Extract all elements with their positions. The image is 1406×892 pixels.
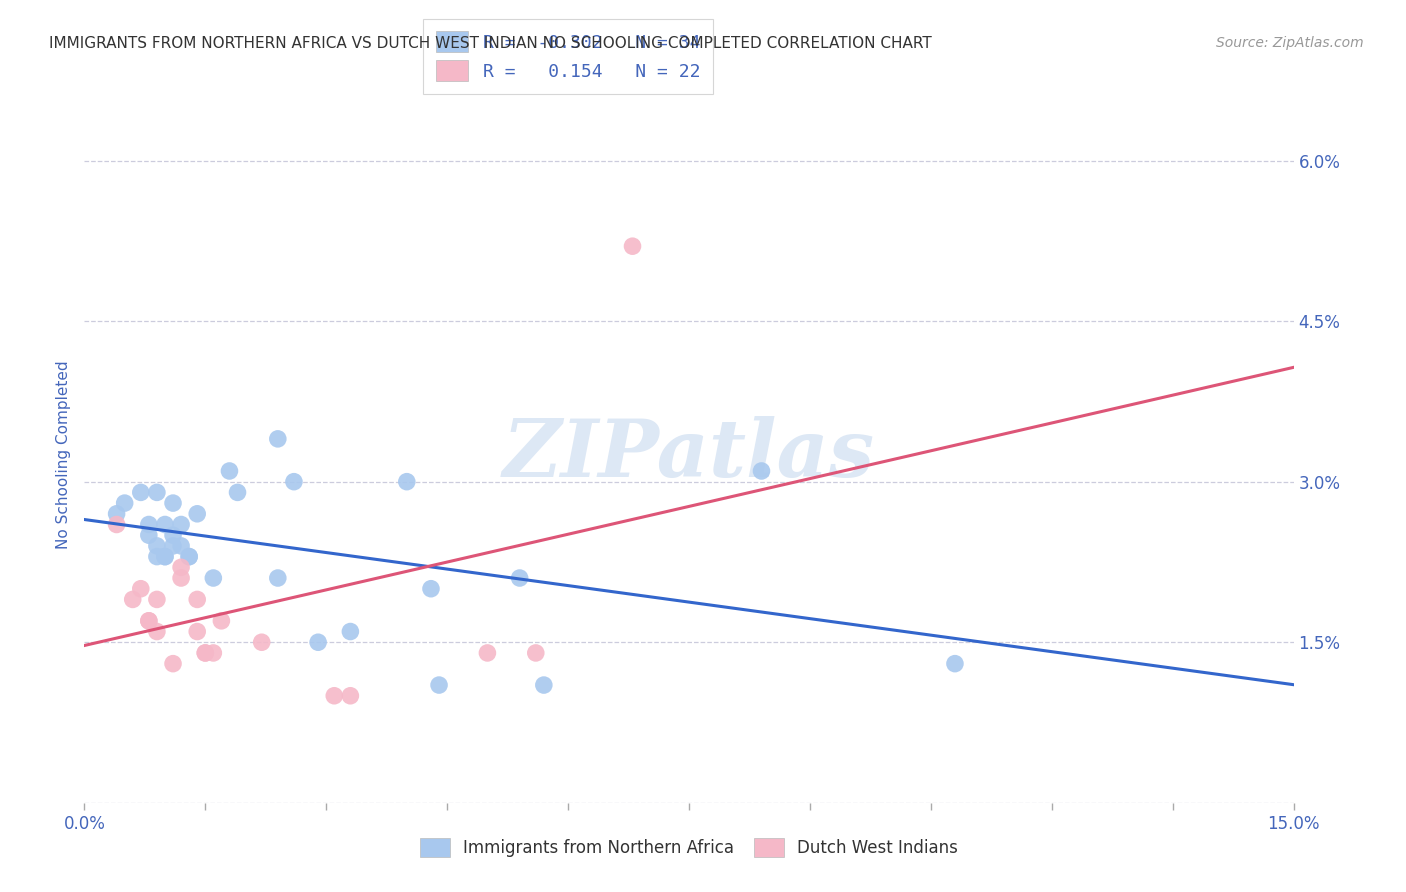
Text: Source: ZipAtlas.com: Source: ZipAtlas.com	[1216, 36, 1364, 50]
Point	[283, 475, 305, 489]
Point	[153, 549, 176, 564]
Point	[339, 689, 361, 703]
Point	[427, 678, 450, 692]
Point	[250, 635, 273, 649]
Point	[186, 624, 208, 639]
Point	[146, 549, 169, 564]
Point	[202, 571, 225, 585]
Point	[146, 592, 169, 607]
Point	[146, 485, 169, 500]
Point	[138, 614, 160, 628]
Point	[138, 528, 160, 542]
Point	[218, 464, 240, 478]
Point	[186, 507, 208, 521]
Point	[307, 635, 329, 649]
Point	[129, 485, 152, 500]
Point	[121, 592, 143, 607]
Point	[138, 614, 160, 628]
Point	[129, 582, 152, 596]
Point	[943, 657, 966, 671]
Point	[267, 432, 290, 446]
Point	[179, 549, 201, 564]
Point	[162, 496, 184, 510]
Point	[339, 624, 361, 639]
Point	[162, 528, 184, 542]
Text: IMMIGRANTS FROM NORTHERN AFRICA VS DUTCH WEST INDIAN NO SCHOOLING COMPLETED CORR: IMMIGRANTS FROM NORTHERN AFRICA VS DUTCH…	[49, 36, 932, 51]
Point	[209, 614, 232, 628]
Legend: Immigrants from Northern Africa, Dutch West Indians: Immigrants from Northern Africa, Dutch W…	[413, 831, 965, 864]
Point	[146, 624, 169, 639]
Point	[170, 560, 193, 574]
Point	[114, 496, 136, 510]
Point	[153, 549, 176, 564]
Point	[621, 239, 644, 253]
Point	[179, 549, 201, 564]
Point	[105, 507, 128, 521]
Point	[170, 539, 193, 553]
Point	[533, 678, 555, 692]
Point	[170, 517, 193, 532]
Point	[267, 571, 290, 585]
Point	[477, 646, 499, 660]
Point	[202, 646, 225, 660]
Point	[162, 539, 184, 553]
Point	[524, 646, 547, 660]
Point	[186, 592, 208, 607]
Point	[751, 464, 773, 478]
Point	[395, 475, 418, 489]
Point	[323, 689, 346, 703]
Point	[194, 646, 217, 660]
Point	[226, 485, 249, 500]
Point	[509, 571, 531, 585]
Point	[105, 517, 128, 532]
Point	[153, 517, 176, 532]
Point	[194, 646, 217, 660]
Text: ZIPatlas: ZIPatlas	[503, 417, 875, 493]
Point	[146, 539, 169, 553]
Point	[162, 657, 184, 671]
Y-axis label: No Schooling Completed: No Schooling Completed	[56, 360, 72, 549]
Point	[138, 517, 160, 532]
Point	[170, 571, 193, 585]
Point	[420, 582, 443, 596]
